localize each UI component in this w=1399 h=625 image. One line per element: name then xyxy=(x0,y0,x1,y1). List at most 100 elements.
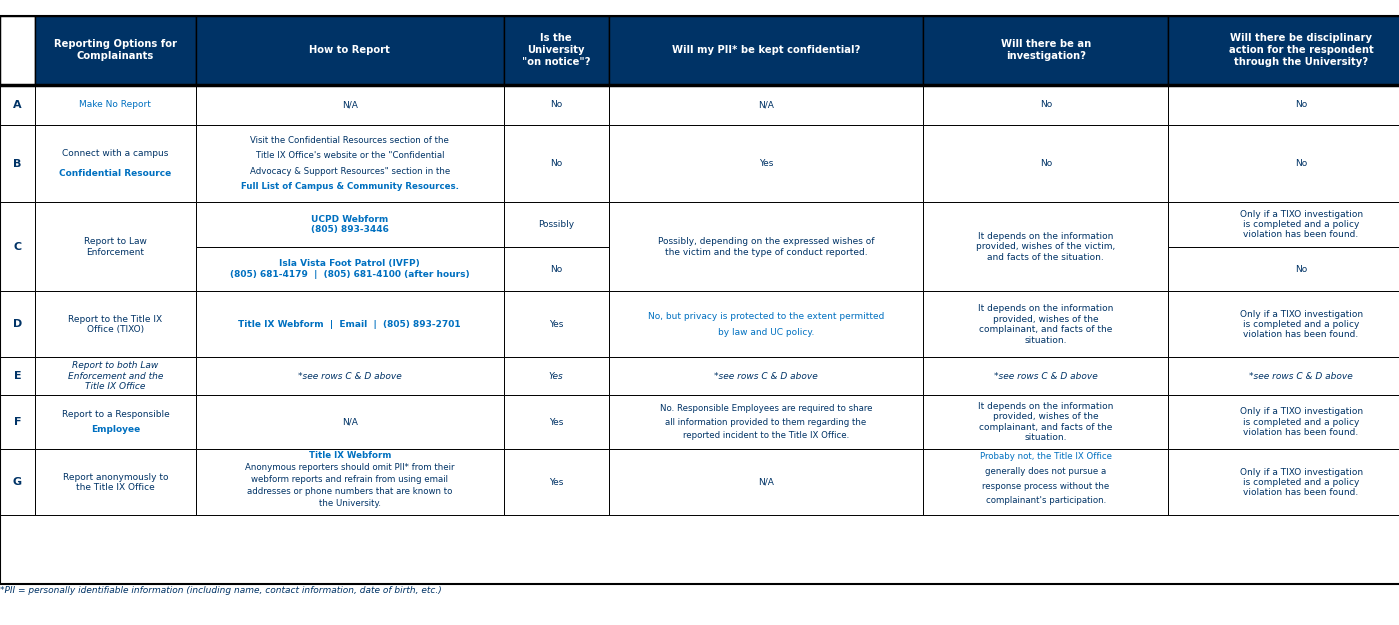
Text: It depends on the information
provided, wishes of the
complainant, and facts of : It depends on the information provided, … xyxy=(978,304,1114,344)
Bar xyxy=(923,16,1168,84)
Text: Yes: Yes xyxy=(758,159,774,168)
Text: Employee: Employee xyxy=(91,425,140,434)
Bar xyxy=(196,449,504,516)
Bar xyxy=(1168,84,1399,125)
Bar xyxy=(609,84,923,125)
Bar xyxy=(196,125,504,202)
Text: *see rows C & D above: *see rows C & D above xyxy=(1249,372,1353,381)
Bar xyxy=(196,357,504,395)
Bar xyxy=(923,449,1168,516)
Bar xyxy=(1168,16,1399,84)
Text: No: No xyxy=(1295,100,1307,109)
Text: Reporting Options for
Complainants: Reporting Options for Complainants xyxy=(55,39,176,61)
Text: UCPD Webform
(805) 893-3446: UCPD Webform (805) 893-3446 xyxy=(311,215,389,234)
Text: Yes: Yes xyxy=(548,320,564,329)
Bar xyxy=(609,395,923,449)
Bar xyxy=(609,449,923,516)
Bar xyxy=(1168,357,1399,395)
Bar xyxy=(35,125,196,202)
Bar xyxy=(923,125,1168,202)
Bar xyxy=(504,84,609,125)
Text: It depends on the information
provided, wishes of the victim,
and facts of the s: It depends on the information provided, … xyxy=(977,232,1115,262)
Bar xyxy=(35,291,196,357)
Bar xyxy=(1168,291,1399,357)
Bar xyxy=(1168,247,1399,291)
Text: No: No xyxy=(550,264,562,274)
Bar xyxy=(196,395,504,449)
Text: G: G xyxy=(13,478,22,488)
Bar xyxy=(35,202,196,291)
Bar xyxy=(196,247,504,291)
Text: No. Responsible Employees are required to share: No. Responsible Employees are required t… xyxy=(660,404,872,413)
Bar xyxy=(504,395,609,449)
Text: Title IX Office's website or the "Confidential: Title IX Office's website or the "Confid… xyxy=(256,151,443,160)
Text: N/A: N/A xyxy=(341,100,358,109)
Bar xyxy=(1168,449,1399,516)
Bar xyxy=(196,16,504,84)
Text: Full List of Campus & Community Resources.: Full List of Campus & Community Resource… xyxy=(241,182,459,191)
Text: No: No xyxy=(1039,159,1052,168)
Text: Will there be disciplinary
action for the respondent
through the University?: Will there be disciplinary action for th… xyxy=(1228,34,1374,67)
Text: Will there be an
investigation?: Will there be an investigation? xyxy=(1000,39,1091,61)
Text: No: No xyxy=(1295,159,1307,168)
Text: Is the
University
"on notice"?: Is the University "on notice"? xyxy=(522,34,590,67)
Text: Make No Report: Make No Report xyxy=(80,100,151,109)
Text: Anonymous reporters should omit PII* from their: Anonymous reporters should omit PII* fro… xyxy=(245,463,455,472)
Bar xyxy=(196,291,504,357)
Text: C: C xyxy=(14,242,21,252)
Bar xyxy=(0,125,35,202)
Text: *see rows C & D above: *see rows C & D above xyxy=(713,372,818,381)
Bar xyxy=(504,449,609,516)
Text: generally does not pursue a: generally does not pursue a xyxy=(985,467,1107,476)
Text: Possibly: Possibly xyxy=(539,220,574,229)
Text: Report to Law
Enforcement: Report to Law Enforcement xyxy=(84,237,147,256)
Bar xyxy=(0,291,35,357)
Bar xyxy=(0,395,35,449)
Text: No: No xyxy=(550,100,562,109)
Bar xyxy=(504,247,609,291)
Text: Report to a Responsible: Report to a Responsible xyxy=(62,410,169,419)
Text: Only if a TIXO investigation
is completed and a policy
violation has been found.: Only if a TIXO investigation is complete… xyxy=(1240,468,1363,498)
Bar xyxy=(0,84,35,125)
Text: Connect with a campus: Connect with a campus xyxy=(62,149,169,158)
Bar xyxy=(0,202,35,291)
Text: by law and UC policy.: by law and UC policy. xyxy=(718,328,814,337)
Text: No: No xyxy=(550,159,562,168)
Bar xyxy=(923,202,1168,291)
Text: *PII = personally identifiable information (including name, contact information,: *PII = personally identifiable informati… xyxy=(0,586,442,595)
Text: Only if a TIXO investigation
is completed and a policy
violation has been found.: Only if a TIXO investigation is complete… xyxy=(1240,309,1363,339)
Bar xyxy=(196,84,504,125)
Text: Confidential Resource: Confidential Resource xyxy=(59,169,172,178)
Bar xyxy=(923,84,1168,125)
Bar xyxy=(609,291,923,357)
Text: How to Report: How to Report xyxy=(309,45,390,55)
Text: Yes: Yes xyxy=(548,478,564,487)
Text: Report to both Law
Enforcement and the
Title IX Office: Report to both Law Enforcement and the T… xyxy=(67,361,164,391)
Text: Probaby not, the Title IX Office: Probaby not, the Title IX Office xyxy=(979,452,1112,461)
Text: response process without the: response process without the xyxy=(982,482,1109,491)
Bar xyxy=(504,16,609,84)
Text: N/A: N/A xyxy=(341,418,358,427)
Bar xyxy=(609,125,923,202)
Text: Only if a TIXO investigation
is completed and a policy
violation has been found.: Only if a TIXO investigation is complete… xyxy=(1240,210,1363,239)
Bar xyxy=(35,16,196,84)
Text: complainant's participation.: complainant's participation. xyxy=(986,496,1105,505)
Bar xyxy=(504,125,609,202)
Text: N/A: N/A xyxy=(758,478,774,487)
Text: A: A xyxy=(13,99,22,109)
Bar xyxy=(923,395,1168,449)
Text: Report to the Title IX
Office (TIXO): Report to the Title IX Office (TIXO) xyxy=(69,315,162,334)
Text: *see rows C & D above: *see rows C & D above xyxy=(298,372,402,381)
Text: It depends on the information
provided, wishes of the
complainant, and facts of : It depends on the information provided, … xyxy=(978,402,1114,442)
Bar xyxy=(35,84,196,125)
Text: Report anonymously to
the Title IX Office: Report anonymously to the Title IX Offic… xyxy=(63,472,168,492)
Bar xyxy=(609,357,923,395)
Bar xyxy=(196,202,504,247)
Text: F: F xyxy=(14,417,21,427)
Text: Advocacy & Support Resources" section in the: Advocacy & Support Resources" section in… xyxy=(249,167,450,176)
Bar xyxy=(0,449,35,516)
Bar xyxy=(504,202,609,247)
Bar xyxy=(35,449,196,516)
Text: Only if a TIXO investigation
is completed and a policy
violation has been found.: Only if a TIXO investigation is complete… xyxy=(1240,407,1363,437)
Bar xyxy=(504,291,609,357)
